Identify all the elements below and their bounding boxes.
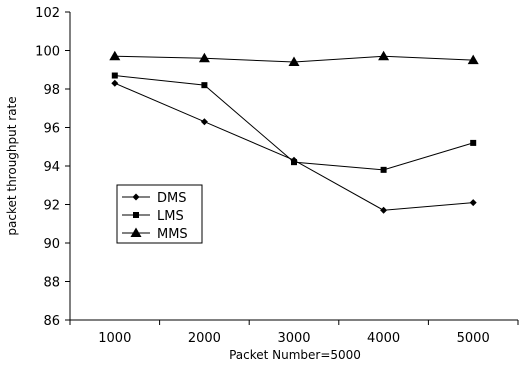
y-tick-label: 102 bbox=[35, 6, 60, 21]
y-tick-label: 96 bbox=[43, 122, 60, 137]
y-tick-label: 100 bbox=[35, 45, 60, 60]
data-point-mms bbox=[198, 52, 210, 63]
y-tick-label: 90 bbox=[43, 237, 60, 252]
legend-label-lms: LMS bbox=[157, 209, 184, 224]
y-tick-label: 92 bbox=[43, 199, 60, 214]
x-tick-label: 5000 bbox=[457, 331, 490, 346]
data-point-mms bbox=[109, 50, 121, 61]
legend-item-dms: DMS bbox=[122, 191, 186, 206]
legend-marker-dms bbox=[132, 193, 140, 201]
y-tick-label: 88 bbox=[43, 276, 60, 291]
data-point-dms bbox=[380, 206, 388, 214]
x-tick-label: 3000 bbox=[277, 331, 310, 346]
data-point-dms bbox=[111, 79, 119, 87]
data-point-mms bbox=[378, 50, 390, 61]
x-tick-label: 4000 bbox=[367, 331, 400, 346]
x-axis-ticks: 1000 2000 3000 4000 5000 bbox=[69, 320, 519, 346]
series-mms bbox=[109, 50, 479, 67]
legend-item-lms: LMS bbox=[122, 209, 184, 224]
data-point-lms bbox=[291, 159, 297, 166]
y-tick-label: 94 bbox=[43, 160, 60, 175]
series-lms bbox=[111, 72, 477, 173]
data-point-mms bbox=[288, 56, 300, 67]
data-point-mms bbox=[467, 54, 479, 65]
data-point-dms bbox=[200, 118, 208, 126]
y-axis-title: packet throughput rate bbox=[5, 96, 19, 235]
legend-item-mms: MMS bbox=[122, 227, 188, 242]
data-point-dms bbox=[469, 199, 477, 207]
data-point-lms bbox=[201, 82, 208, 89]
data-point-lms bbox=[111, 72, 118, 79]
data-point-lms bbox=[470, 139, 477, 146]
y-axis-ticks: 86 88 90 92 94 96 98 100 102 bbox=[35, 6, 70, 329]
y-tick-label: 98 bbox=[43, 83, 60, 98]
legend-label-dms: DMS bbox=[157, 191, 186, 206]
legend-marker-lms bbox=[133, 212, 139, 218]
x-tick-label: 2000 bbox=[188, 331, 221, 346]
x-tick-label: 1000 bbox=[98, 331, 131, 346]
series-line-lms bbox=[114, 75, 474, 171]
y-tick-label: 86 bbox=[43, 314, 60, 329]
data-point-lms bbox=[380, 166, 387, 173]
legend-marker-mms bbox=[130, 227, 142, 237]
legend-label-mms: MMS bbox=[157, 227, 188, 242]
legend: DMS LMS MMS bbox=[116, 184, 203, 244]
series-group bbox=[109, 50, 479, 214]
x-axis-title: Packet Number=5000 bbox=[229, 348, 361, 362]
